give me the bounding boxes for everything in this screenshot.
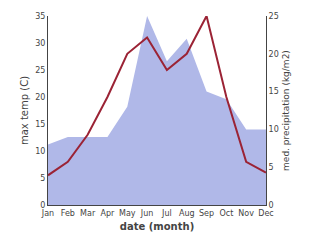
svg-text:0: 0 [269, 201, 274, 210]
svg-text:20: 20 [35, 93, 45, 102]
svg-text:Sep: Sep [199, 209, 214, 218]
svg-text:Nov: Nov [238, 209, 254, 218]
svg-text:20: 20 [269, 50, 279, 59]
svg-text:Oct: Oct [219, 209, 233, 218]
svg-text:Dec: Dec [258, 209, 273, 218]
svg-text:0: 0 [40, 201, 45, 210]
svg-text:15: 15 [269, 87, 279, 96]
svg-text:Apr: Apr [101, 209, 116, 218]
svg-text:15: 15 [35, 120, 45, 129]
svg-text:med. precipitation (kg/m2): med. precipitation (kg/m2) [281, 50, 291, 171]
svg-text:May: May [119, 209, 136, 218]
svg-text:25: 25 [35, 66, 45, 75]
svg-text:date (month): date (month) [120, 221, 194, 232]
svg-text:5: 5 [269, 163, 274, 172]
svg-text:35: 35 [35, 12, 45, 21]
svg-text:25: 25 [269, 12, 279, 21]
svg-text:30: 30 [35, 39, 45, 48]
svg-text:Feb: Feb [61, 209, 75, 218]
svg-text:Jul: Jul [161, 209, 172, 218]
svg-text:max temp (C): max temp (C) [19, 76, 30, 145]
svg-text:Mar: Mar [80, 209, 96, 218]
svg-text:Jan: Jan [41, 209, 54, 218]
svg-text:5: 5 [40, 174, 45, 183]
svg-text:Aug: Aug [179, 209, 195, 218]
svg-text:Jun: Jun [140, 209, 154, 218]
svg-text:10: 10 [35, 147, 45, 156]
svg-text:10: 10 [269, 125, 279, 134]
